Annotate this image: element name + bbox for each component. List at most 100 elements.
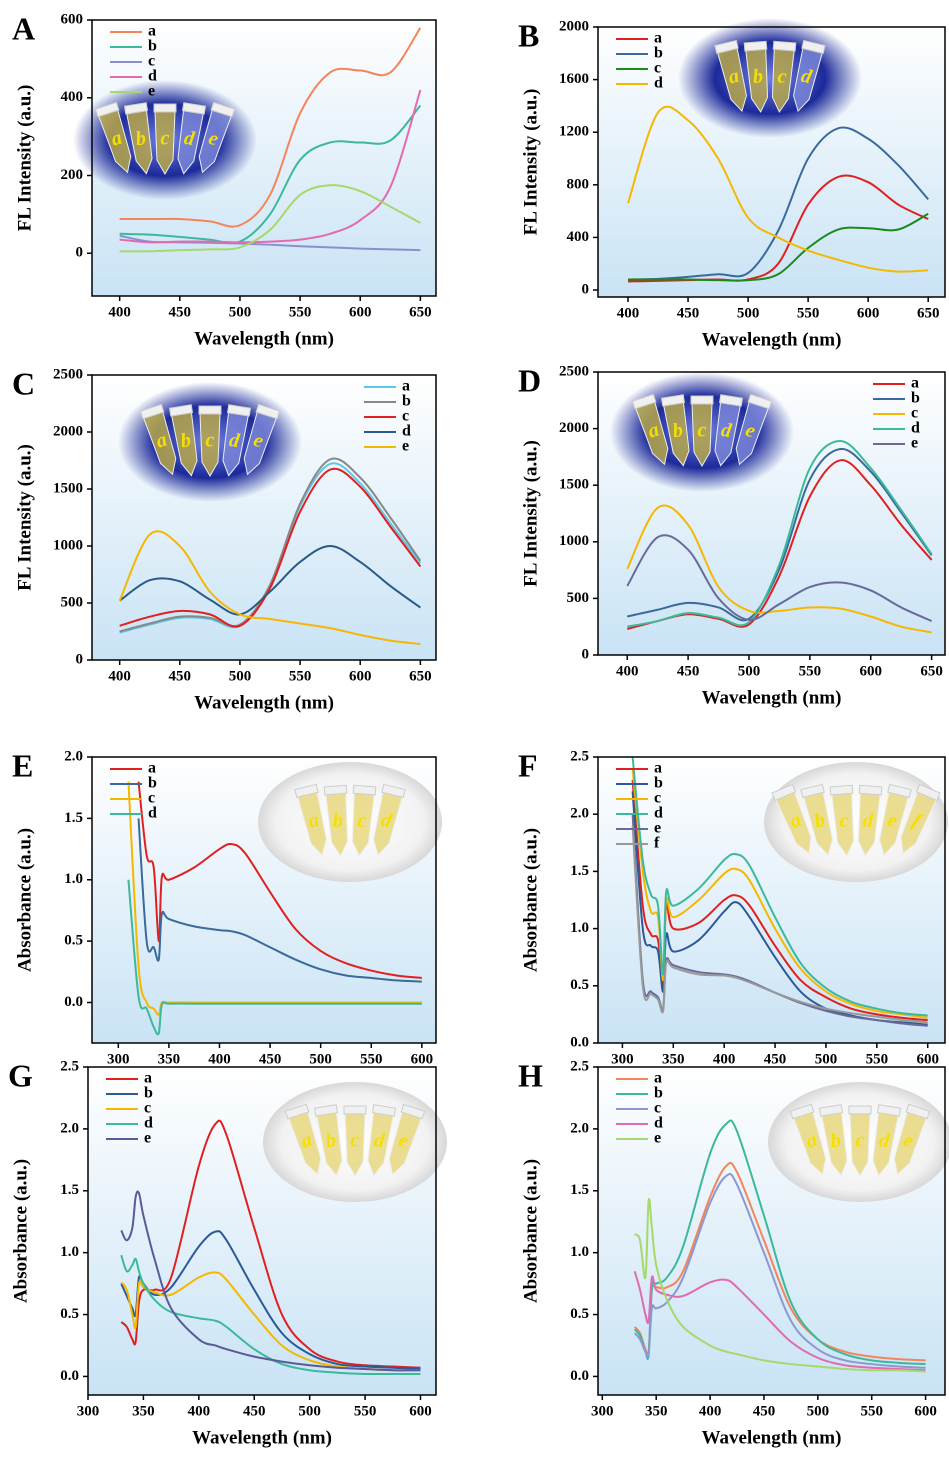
x-tick-label: 550 bbox=[289, 668, 312, 684]
tube: e bbox=[879, 783, 912, 857]
data-line bbox=[631, 825, 928, 1024]
y-tick-label: 0.0 bbox=[570, 1368, 589, 1384]
data-line bbox=[119, 104, 422, 245]
lines bbox=[119, 27, 422, 253]
panel-label: G bbox=[8, 1057, 33, 1093]
tube-cap bbox=[313, 1104, 339, 1117]
tube: c bbox=[343, 1105, 367, 1178]
legend-label: c bbox=[911, 405, 918, 422]
data-line bbox=[628, 212, 929, 282]
tube-cap bbox=[381, 783, 406, 798]
y-tick-label: 0.0 bbox=[64, 994, 83, 1010]
data-line bbox=[626, 534, 933, 622]
data-line bbox=[631, 814, 928, 1027]
x-tick-label: 400 bbox=[108, 304, 131, 320]
inset-label: c bbox=[856, 1130, 865, 1152]
y-tick-label: 0.5 bbox=[570, 1306, 589, 1322]
y-tick-label: 600 bbox=[61, 11, 84, 27]
x-tick-label: 550 bbox=[797, 305, 820, 321]
tube: c bbox=[829, 784, 855, 857]
x-tick-label: 650 bbox=[917, 305, 940, 321]
data-line bbox=[137, 781, 422, 979]
y-axis-label: Absorbance (a.u.) bbox=[520, 1159, 541, 1303]
legend-label: c bbox=[654, 60, 661, 77]
tube: d bbox=[872, 1104, 902, 1177]
tube-cap bbox=[631, 393, 657, 410]
lines bbox=[633, 1119, 926, 1373]
tube-cap bbox=[743, 40, 768, 52]
plot-frame bbox=[91, 19, 437, 297]
x-tick-label: 500 bbox=[309, 1051, 332, 1067]
panel-label: H bbox=[518, 1057, 543, 1093]
tube: a bbox=[771, 783, 812, 855]
tube-cap bbox=[153, 103, 177, 113]
x-tick-label: 300 bbox=[107, 1051, 130, 1067]
tube: b bbox=[743, 40, 769, 113]
inset-label: d bbox=[183, 127, 197, 150]
x-tick-label: 550 bbox=[860, 1403, 883, 1419]
y-tick-label: 1.5 bbox=[64, 810, 83, 826]
data-line bbox=[631, 757, 928, 1017]
y-tick-label: 400 bbox=[567, 229, 590, 245]
x-tick-label: 400 bbox=[208, 1051, 231, 1067]
x-tick-label: 600 bbox=[411, 1051, 434, 1067]
x-tick-label: 450 bbox=[677, 663, 700, 679]
y-axis-label: Absorbance (a.u.) bbox=[520, 828, 541, 972]
x-tick-label: 550 bbox=[799, 663, 822, 679]
y-tick-label: 0.5 bbox=[64, 933, 83, 949]
x-tick-label: 600 bbox=[859, 663, 882, 679]
tube: c bbox=[351, 784, 377, 857]
x-axis-label: Wavelength (nm) bbox=[702, 687, 842, 708]
inset-label: c bbox=[351, 1130, 360, 1152]
panel-label: B bbox=[518, 17, 539, 53]
tube: e bbox=[893, 1103, 931, 1176]
y-tick-label: 1.5 bbox=[570, 1182, 589, 1198]
y-tick-label: 1500 bbox=[559, 477, 589, 493]
lines bbox=[627, 105, 929, 283]
panel-label: F bbox=[518, 747, 538, 783]
x-tick-label: 450 bbox=[753, 1403, 776, 1419]
legend-label: a bbox=[144, 1070, 152, 1087]
x-tick-label: 500 bbox=[807, 1403, 830, 1419]
x-tick-label: 550 bbox=[866, 1051, 889, 1067]
data-line bbox=[119, 27, 422, 228]
lines bbox=[118, 457, 422, 646]
x-tick-label: 500 bbox=[229, 668, 252, 684]
tube: a bbox=[294, 783, 327, 857]
legend-label: d bbox=[911, 420, 920, 437]
data-line bbox=[627, 105, 929, 273]
legend-label: b bbox=[148, 38, 157, 55]
tube: a bbox=[631, 393, 669, 466]
legend-label: c bbox=[148, 790, 155, 807]
inset-label: b bbox=[324, 1129, 337, 1152]
y-tick-label: 2.0 bbox=[64, 748, 83, 764]
tube-cap bbox=[848, 1105, 872, 1115]
tube-cap bbox=[818, 1104, 844, 1117]
legend-label: d bbox=[148, 68, 157, 85]
y-tick-label: 1200 bbox=[559, 124, 589, 140]
y-tick-label: 1.0 bbox=[570, 1244, 589, 1260]
tube-cap bbox=[284, 1103, 310, 1120]
inset-label: d bbox=[720, 419, 734, 442]
x-tick-label: 450 bbox=[169, 304, 192, 320]
inset-label: b bbox=[332, 809, 344, 832]
tube: b bbox=[168, 404, 198, 477]
x-tick-label: 300 bbox=[611, 1051, 634, 1067]
x-tick-label: 450 bbox=[677, 305, 700, 321]
y-tick-label: 2.0 bbox=[570, 1120, 589, 1136]
tube: b bbox=[323, 784, 349, 857]
data-line bbox=[119, 544, 421, 616]
inset-label: b bbox=[829, 1129, 842, 1152]
inset-label: b bbox=[671, 419, 684, 442]
legend-label: e bbox=[402, 438, 409, 455]
x-tick-label: 600 bbox=[857, 305, 880, 321]
data-line bbox=[119, 457, 422, 633]
inset-label: b bbox=[134, 127, 147, 150]
panel-label: C bbox=[12, 365, 35, 401]
